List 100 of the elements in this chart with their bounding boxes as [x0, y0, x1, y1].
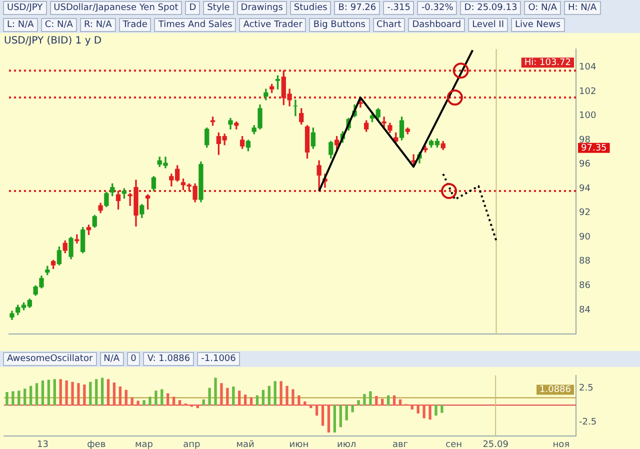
- text: Studies: [290, 1, 332, 15]
- x-tick-label: авг: [392, 440, 408, 449]
- bar: [118, 386, 122, 406]
- text: Live News: [511, 18, 565, 32]
- bar: [89, 382, 92, 406]
- bar: [357, 400, 360, 406]
- bar: [262, 390, 265, 406]
- text: USDollar/Japanese Yen Spot: [50, 1, 182, 15]
- bar: [71, 382, 74, 406]
- bar: [166, 393, 170, 406]
- ref-line-label: 1.0886: [540, 385, 572, 396]
- text: V: 1.0886: [143, 352, 194, 366]
- text: Dashboard: [408, 18, 466, 32]
- bar: [280, 381, 282, 406]
- text: C: N/A: [40, 18, 77, 32]
- point: [446, 90, 463, 106]
- bar: [315, 404, 318, 416]
- bar: [416, 404, 420, 414]
- text: L: N/A: [3, 18, 38, 32]
- y-tick-label: 88: [579, 256, 591, 267]
- text: USD/JPY: [3, 1, 47, 15]
- bar: [47, 380, 50, 406]
- text: N/A: [100, 352, 124, 366]
- point: [441, 182, 458, 199]
- text: Times And Sales: [154, 18, 236, 32]
- bar: [53, 379, 56, 406]
- text: -.315: [383, 1, 414, 15]
- x-tick-label: июн: [289, 440, 309, 449]
- bar: [106, 379, 110, 406]
- bar: [124, 390, 128, 406]
- bar: [226, 388, 229, 406]
- bar: [35, 383, 38, 406]
- y-tick-label: 86: [579, 281, 591, 291]
- text: Chart: [372, 18, 406, 32]
- bar: [65, 380, 68, 406]
- bar: [304, 401, 306, 406]
- bar: [12, 391, 14, 406]
- y-tick-label: 102: [579, 86, 596, 97]
- x-tick-label: сен: [446, 440, 462, 449]
- candlestick: [293, 100, 298, 116]
- bar: [369, 391, 372, 406]
- bar: [6, 392, 8, 406]
- bar: [112, 382, 116, 406]
- bar: [238, 390, 241, 406]
- text: Style: [203, 1, 234, 15]
- y-tick-label: 90: [579, 232, 591, 242]
- bar: [256, 395, 259, 406]
- bar: [232, 386, 235, 406]
- y-tick-label: 100: [579, 111, 596, 122]
- bar: [268, 386, 270, 406]
- bar: [428, 404, 432, 420]
- text: D: 25.09.13: [460, 1, 522, 15]
- y-tick-label: -2.5: [579, 417, 597, 428]
- bar: [83, 384, 86, 406]
- bar: [286, 386, 288, 406]
- bar: [321, 404, 324, 426]
- bar: [381, 398, 384, 406]
- bar: [18, 390, 20, 406]
- y-tick-label: 94: [579, 184, 591, 194]
- text: Big Buttons: [309, 18, 370, 32]
- line-series: [442, 173, 498, 242]
- text: Drawings: [236, 1, 287, 15]
- bar: [250, 397, 253, 406]
- bar: [160, 389, 164, 406]
- bar: [59, 379, 62, 406]
- y-tick-label: 96: [579, 160, 591, 170]
- x-tick-label: 25.09: [482, 440, 509, 449]
- bar: [375, 396, 378, 406]
- x-tick-label: ноя: [552, 440, 570, 449]
- text: B: 97.26: [334, 1, 380, 15]
- y-tick-label: 2.5: [579, 384, 594, 394]
- y-tick-label: 92: [579, 208, 590, 218]
- bar: [392, 395, 396, 406]
- bar: [136, 400, 140, 406]
- bar: [41, 380, 44, 406]
- text: Trade: [118, 18, 152, 32]
- bar: [244, 394, 247, 406]
- bar: [220, 383, 223, 406]
- x-tick-label: мар: [135, 440, 154, 449]
- bar: [339, 404, 342, 428]
- bar: [440, 404, 444, 413]
- bar: [422, 404, 426, 418]
- x-tick-label: июл: [337, 440, 356, 449]
- text: Level II: [468, 18, 508, 32]
- x-tick-label: май: [236, 440, 255, 449]
- x-tick-label: 13: [37, 440, 48, 449]
- bar: [351, 404, 354, 412]
- text: H: N/A: [564, 1, 601, 15]
- text: -1.1006: [197, 352, 240, 366]
- x-tick-label: апр: [183, 440, 201, 449]
- text: D: [185, 1, 200, 15]
- bar: [363, 394, 366, 406]
- bar: [29, 386, 32, 406]
- bar: [333, 404, 336, 432]
- bar: [148, 396, 152, 406]
- bar: [398, 399, 402, 406]
- ref-line-label: Hi: 103.72: [524, 58, 572, 68]
- bar: [202, 399, 205, 406]
- text: AwesomeOscillator: [3, 352, 97, 366]
- bar: [386, 395, 390, 406]
